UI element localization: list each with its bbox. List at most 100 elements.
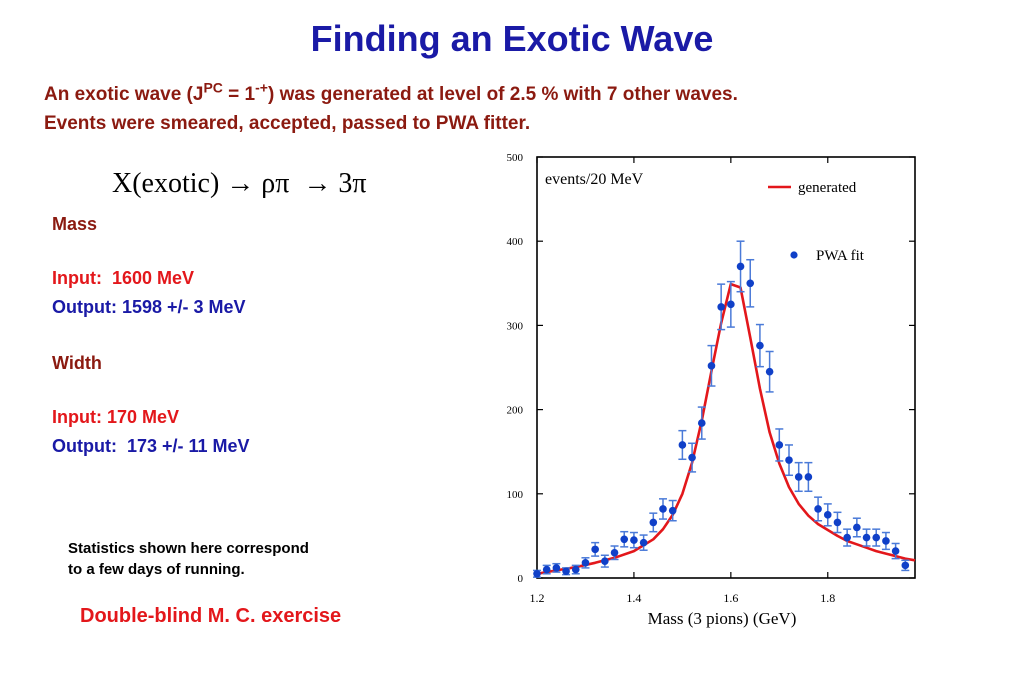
subtitle-line2: Events were smeared, accepted, passed to… [44, 113, 531, 134]
plot-frame [536, 156, 916, 579]
data-point-group-20 [726, 280, 735, 328]
data-point-6 [591, 545, 599, 554]
data-point-group-5 [581, 557, 590, 569]
data-point-5 [581, 559, 590, 567]
legend-marker-pwa-fit [790, 251, 798, 259]
width-input: Input: 170 MeV [52, 407, 180, 427]
data-point-group-1 [542, 564, 551, 575]
data-point-2 [552, 564, 561, 572]
data-point-12 [649, 518, 658, 527]
y-tick-label-3: 300 [507, 320, 524, 332]
mass-heading: Mass [52, 214, 98, 234]
data-point-22 [746, 279, 755, 288]
subtitle-sup1: PC [203, 79, 223, 96]
subtitle: An exotic wave (JPC = 1-+) was generated… [44, 80, 1004, 138]
data-point-group-11 [639, 534, 648, 551]
data-point-37 [891, 547, 900, 555]
data-point-16 [688, 453, 696, 462]
data-point-33 [853, 523, 861, 532]
reaction-formula: X(exotic) → ρπ → 3π [112, 168, 367, 199]
data-point-group-21 [736, 240, 745, 293]
subtitle-part3: ) was generated at level of 2.5 % with 7… [267, 84, 738, 105]
data-point-group-36 [881, 531, 890, 551]
data-point-group-3 [562, 567, 571, 576]
data-point-group-16 [688, 442, 697, 473]
data-point-group-29 [814, 496, 823, 522]
data-point-group-6 [591, 541, 600, 557]
data-point-group-35 [872, 528, 881, 547]
data-point-group-33 [852, 517, 861, 538]
subtitle-part1: An exotic wave (J [44, 84, 204, 105]
width-heading: Width [52, 353, 102, 373]
subtitle-part2: = 1 [222, 84, 256, 105]
legend-label-pwa-fit: PWA fit [816, 248, 865, 264]
data-point-group-34 [862, 528, 871, 547]
y-axis-label: events/20 MeV [545, 171, 644, 188]
data-point-group-17 [697, 406, 706, 440]
mass-spectrum-chart: 1.2 1.4 1.6 1.8 0 100 200 300 400 500 events/20 M… [507, 152, 916, 628]
data-point-34 [862, 533, 871, 542]
legend: generated PWA fit [768, 180, 865, 264]
y-tick-label-4: 400 [507, 236, 524, 248]
data-point-1 [542, 565, 551, 574]
data-point-32 [843, 533, 851, 542]
x-tick-label-1: 1.4 [626, 591, 641, 605]
data-point-21 [736, 262, 745, 271]
data-point-30 [823, 511, 832, 519]
data-point-group-9 [620, 530, 629, 548]
data-point-14 [668, 506, 677, 515]
mass-input: Input: 1600 MeV [52, 268, 195, 288]
footer-note: Double-blind M. C. exercise [80, 605, 342, 627]
statistics-line2: to a few days of running. [68, 561, 245, 578]
width-output: Output: 173 +/- 11 MeV [52, 436, 250, 456]
data-point-0 [533, 569, 541, 578]
data-point-7 [601, 557, 609, 565]
data-point-group-8 [610, 545, 619, 561]
x-tick-label-2: 1.6 [723, 591, 738, 605]
data-point-group-10 [629, 531, 638, 549]
data-point-29 [814, 505, 822, 513]
data-point-group-31 [833, 511, 842, 534]
subtitle-sup2: -+ [255, 79, 268, 96]
data-point-23 [756, 341, 764, 350]
data-point-group-28 [804, 461, 813, 493]
data-point-11 [639, 538, 648, 547]
data-point-27 [794, 473, 803, 481]
data-point-38 [901, 561, 910, 570]
data-point-26 [785, 456, 793, 464]
data-point-35 [872, 533, 881, 542]
data-point-group-19 [717, 283, 726, 331]
data-point-group-25 [775, 428, 784, 462]
data-point-36 [882, 537, 890, 545]
data-point-group-22 [746, 258, 755, 308]
data-point-group-13 [659, 498, 667, 520]
data-point-13 [659, 505, 667, 513]
data-point-10 [630, 536, 638, 544]
data-point-group-23 [755, 323, 764, 368]
statistics-line1: Statistics shown here correspond [68, 540, 309, 557]
y-tick-label-2: 200 [507, 405, 524, 417]
data-point-25 [775, 441, 784, 449]
data-point-31 [833, 518, 842, 527]
data-point-4 [571, 565, 580, 574]
data-point-24 [765, 367, 774, 376]
mass-output: Output: 1598 +/- 3 MeV [52, 297, 246, 317]
data-point-group-26 [785, 444, 793, 477]
y-tick-label-5: 500 [507, 152, 524, 164]
data-point-group-38 [901, 559, 910, 572]
data-point-group-12 [649, 512, 658, 533]
x-tick-label-0: 1.2 [530, 591, 545, 605]
data-point-group-18 [707, 344, 716, 387]
data-point-group-14 [668, 499, 677, 522]
data-point-19 [717, 303, 725, 311]
data-point-15 [678, 441, 687, 449]
data-point-group-37 [891, 542, 900, 560]
data-point-group-32 [843, 528, 852, 547]
data-point-28 [804, 473, 813, 481]
data-point-3 [562, 567, 570, 576]
y-tick-label-0: 0 [518, 573, 524, 585]
legend-label-generated: generated [798, 180, 857, 196]
data-point-group-2 [552, 562, 561, 573]
data-point-group-30 [823, 503, 832, 527]
data-point-group-7 [600, 554, 609, 568]
